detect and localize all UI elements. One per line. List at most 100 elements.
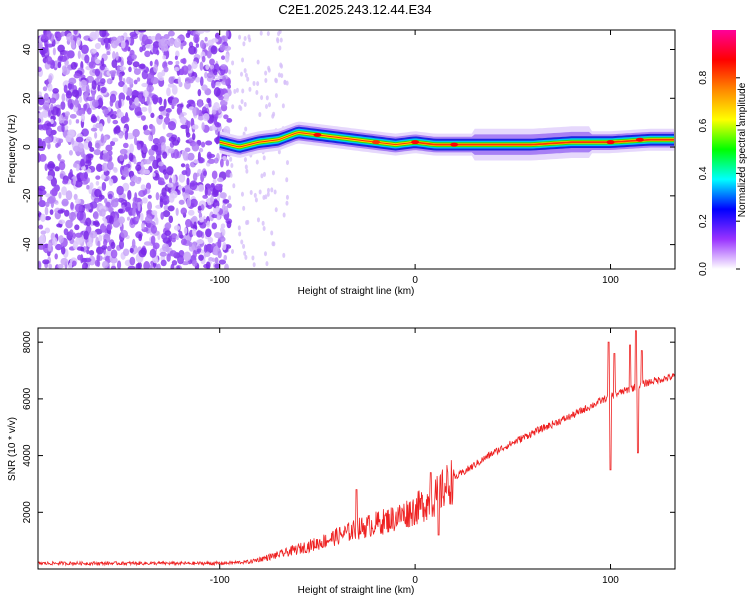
spectrogram-noise-blob [137, 201, 141, 212]
spectrogram-noise-blob [70, 39, 76, 49]
spectrogram-xtick-label: -100 [210, 275, 230, 286]
spectrogram-noise-blob [265, 103, 269, 109]
spectrogram-noise-blob [183, 251, 192, 262]
spectrogram-noise-blob [80, 246, 85, 252]
spectrogram-noise-blob [184, 147, 191, 153]
spectrogram-noise-blob [106, 51, 111, 56]
spectrogram-noise-blob [246, 76, 250, 82]
spectrogram-noise-blob [167, 60, 173, 65]
spectrogram-noise-blob [95, 175, 101, 180]
spectrogram-noise-blob [279, 63, 283, 69]
spectrogram-noise-blob [166, 38, 175, 47]
spectrogram-noise-blob [256, 217, 260, 223]
spectrogram-noise-blob [91, 99, 100, 108]
spectrogram-noise-blob [211, 257, 215, 263]
spectrogram-noise-blob [42, 259, 50, 265]
spectrogram-noise-blob [110, 249, 118, 259]
spectrogram-noise-blob [157, 180, 166, 186]
spectrogram-noise-blob [120, 60, 124, 67]
spectrogram-noise-blob [282, 252, 286, 258]
spectrogram-noise-blob [85, 217, 92, 227]
spectrogram-noise-blob [98, 97, 103, 106]
spectrogram-noise-blob [67, 82, 73, 90]
spectrogram-noise-blob [123, 153, 128, 160]
spectrogram-noise-blob [113, 167, 118, 173]
spectrogram-noise-blob [181, 66, 185, 76]
spectrogram-noise-blob [128, 152, 134, 162]
spectrogram-noise-blob [73, 73, 81, 79]
spectrogram-noise-blob [59, 173, 64, 179]
spectrogram-noise-blob [124, 130, 129, 141]
spectrogram-noise-blob [203, 251, 211, 258]
spectrogram-noise-blob [153, 64, 158, 73]
spectrogram-noise-blob [58, 192, 62, 199]
spectrogram-noise-blob [144, 43, 153, 49]
colorbar-tick-label: 0.4 [698, 166, 709, 180]
spectrogram-noise-blob [203, 170, 207, 177]
spectrogram-noise-blob [160, 142, 166, 151]
spectrogram-frame [37, 29, 676, 270]
spectrogram-noise-blob [191, 124, 199, 130]
spectrogram-noise-blob [38, 224, 44, 230]
spectrogram-noise-blob [83, 104, 87, 111]
spectrogram-noise-blob [94, 132, 98, 139]
spectrogram-noise-blob [88, 249, 95, 256]
spectrogram-noise-blob [224, 263, 229, 269]
spectrogram-noise-blob [278, 30, 282, 35]
spectrogram-noise-blob [264, 194, 268, 200]
spectrogram-noise-blob [99, 208, 106, 217]
spectrogram-noise-blob [157, 161, 164, 167]
spectrogram-noise-blob [163, 116, 171, 125]
spectrogram-noise-blob [75, 119, 80, 124]
spectrogram-noise-blob [243, 157, 247, 163]
spectrogram-noise-blob [38, 106, 43, 111]
spectrogram-noise-blob [61, 198, 69, 207]
spectrogram-noise-blob [167, 205, 175, 212]
spectrogram-noise-blob [118, 239, 125, 250]
spectrogram-noise-blob [123, 142, 129, 149]
spectrogram-noise-blob [191, 142, 200, 152]
spectrogram-noise-blob [110, 39, 119, 49]
spectrogram-noise-blob [40, 213, 46, 222]
spectrogram-noise-blob [220, 223, 226, 229]
spectrogram-noise-blob [285, 177, 289, 183]
spectrogram-noise-blob [135, 216, 140, 222]
spectrogram-noise-blob [89, 182, 94, 190]
spectrogram-noise-blob [129, 256, 136, 266]
spectrogram-noise-blob [109, 70, 117, 75]
spectrogram-noise-blob [132, 208, 136, 217]
spectrogram-noise-blob [117, 197, 125, 203]
spectrogram-hotspot [372, 140, 381, 145]
spectrogram-noise-blob [206, 50, 212, 59]
spectrogram-noise-blob [118, 208, 124, 214]
spectrogram-noise-blob [272, 241, 276, 247]
spectrogram-noise-blob [189, 180, 198, 191]
spectrogram-noise-blob [164, 222, 172, 230]
spectrogram-noise-blob [56, 223, 63, 228]
spectrogram-noise-blob [242, 41, 246, 47]
spectrogram-noise-blob [110, 36, 118, 41]
spectrogram-noise-blob [68, 77, 77, 85]
spectrogram-noise-blob [118, 92, 126, 102]
spectrogram-noise-blob [81, 128, 89, 137]
spectrogram-noise-blob [58, 219, 66, 225]
spectrogram-noise-blob [160, 259, 167, 267]
spectrogram-noise-blob [252, 80, 256, 86]
spectrogram-noise-blob [47, 242, 52, 252]
spectrogram-noise-blob [195, 76, 201, 83]
spectrogram-noise-blob [202, 113, 210, 122]
spectrogram-noise-blob [68, 262, 73, 269]
spectrogram-noise-blob [181, 261, 190, 266]
spectrogram-noise-blob [213, 68, 218, 76]
spectrogram-noise-blob [93, 149, 102, 156]
spectrogram-noise-blob [217, 177, 224, 183]
spectrogram-noise-blob [149, 248, 157, 258]
spectrogram-noise-blob [267, 65, 271, 71]
spectrogram-noise-blob [178, 230, 183, 239]
spectrogram-noise-blob [205, 64, 210, 70]
spectrogram-noise-blob [277, 72, 281, 78]
spectrogram-noise-blob [88, 61, 96, 69]
spectrogram-noise-blob [141, 70, 148, 80]
spectrogram-noise-blob [167, 182, 174, 188]
spectrogram-noise-blob [75, 236, 83, 245]
